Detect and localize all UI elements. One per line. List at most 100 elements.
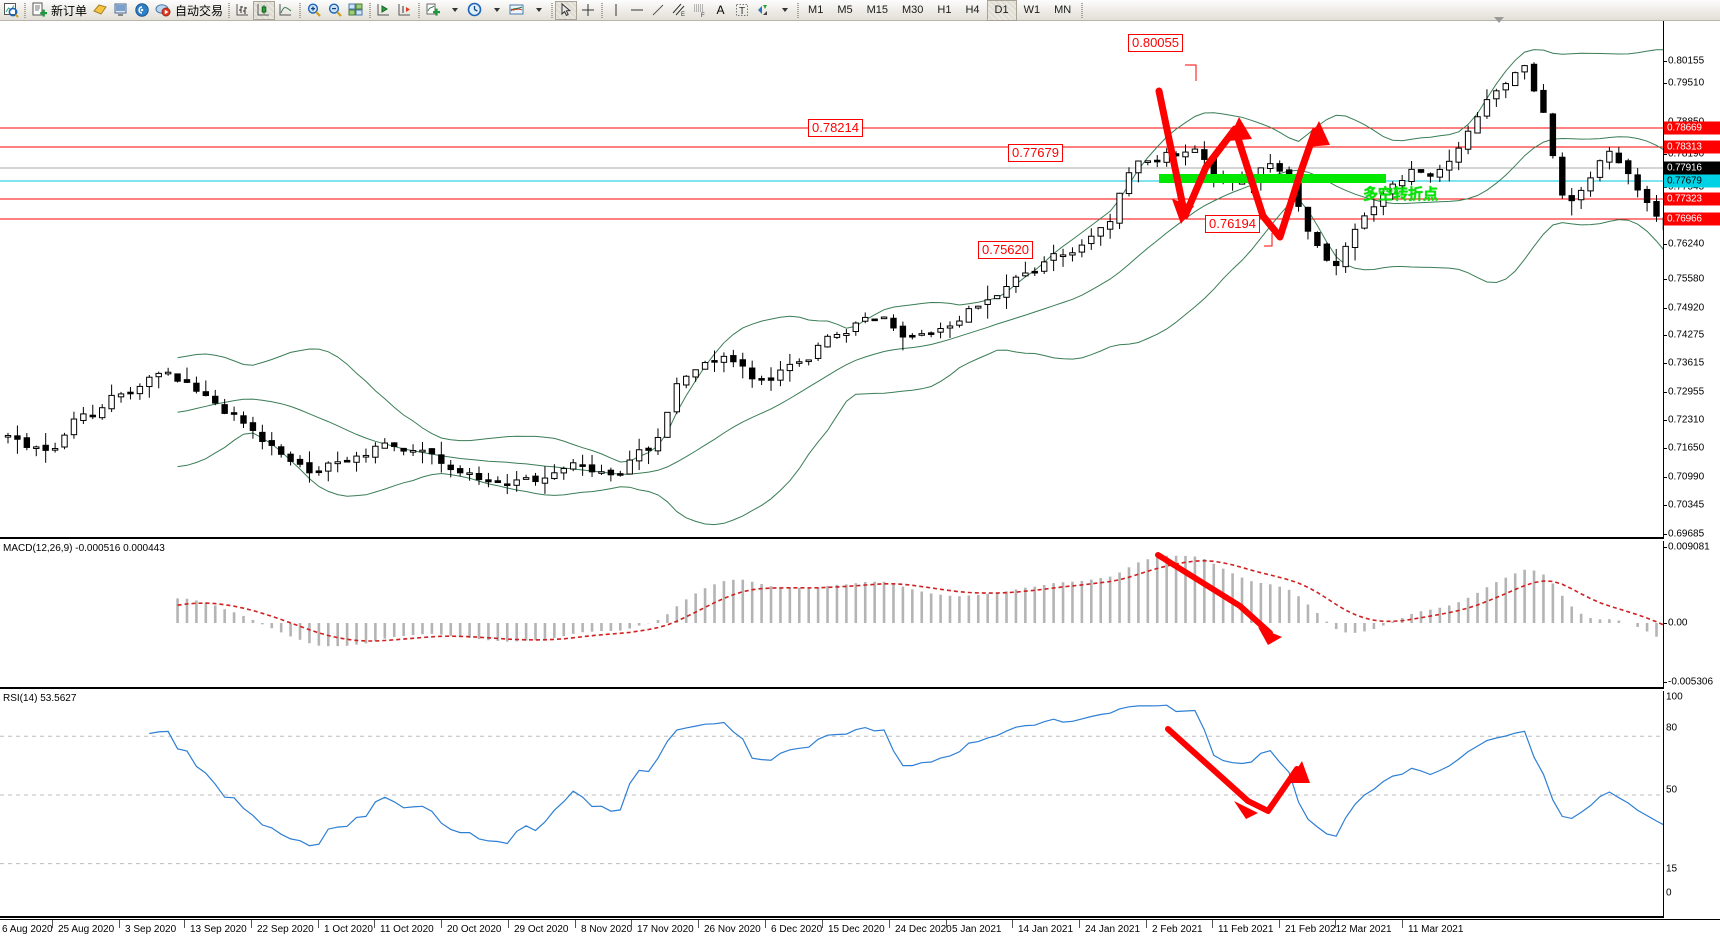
macd-histogram — [176, 555, 1658, 647]
line-chart-icon[interactable] — [275, 1, 296, 20]
timeframe-d1-button[interactable]: D1 — [986, 0, 1017, 21]
signals-icon[interactable] — [131, 1, 152, 20]
timeframe-m30-button[interactable]: M30 — [902, 4, 924, 16]
price-tick-label: 0.71650 — [1668, 442, 1705, 454]
indicators-icon[interactable] — [422, 1, 443, 20]
period-clock-icon[interactable] — [464, 1, 485, 20]
leader-080055 — [1185, 64, 1197, 81]
callout-080055[interactable]: 0.80055 — [1128, 34, 1183, 52]
auto-scroll-icon[interactable] — [394, 1, 415, 20]
trendline-icon[interactable] — [647, 1, 668, 20]
expert-advisors-icon[interactable] — [89, 1, 110, 20]
price-chart-canvas — [0, 49, 1663, 526]
metaeditor-icon[interactable] — [110, 1, 131, 20]
crosshair-zoom-icon[interactable] — [0, 1, 21, 20]
time-tick — [822, 920, 823, 928]
leader-076194 — [1264, 233, 1273, 247]
toolbar-separator-6 — [548, 2, 555, 19]
text-icon[interactable]: A — [716, 3, 725, 17]
rsi-tick-label: 50 — [1666, 784, 1678, 796]
macd-tick-label: -0.005306 — [1668, 676, 1714, 688]
price-tick-label: 0.69685 — [1668, 528, 1705, 540]
arrows-dropdown-icon[interactable] — [773, 1, 794, 20]
timeframe-mn-button[interactable]: MN — [1054, 4, 1072, 16]
timeframe-h4-button[interactable]: H4 — [965, 4, 980, 16]
macd-pane[interactable]: MACD(12,26,9) -0.000516 0.000443 — [0, 541, 1663, 689]
time-axis-label: 29 Oct 2020 — [514, 924, 569, 935]
rsi-tick-label: 80 — [1666, 722, 1678, 734]
period-dropdown-icon[interactable] — [485, 1, 506, 20]
time-tick — [441, 920, 442, 928]
timeframe-m5-button[interactable]: M5 — [837, 4, 853, 16]
new-order-label[interactable]: 新订单 — [51, 3, 88, 18]
price-tickmark — [1664, 505, 1667, 506]
cursor-icon[interactable] — [555, 0, 578, 20]
price-tick-label: 0.74920 — [1668, 302, 1705, 314]
price-tickmark — [1664, 83, 1667, 84]
rsi-line — [149, 704, 1663, 847]
templates-dropdown-icon[interactable] — [527, 1, 548, 20]
timeframe-m1-button[interactable]: M1 — [808, 4, 824, 16]
macd-signal-line — [177, 559, 1663, 642]
price-tag-078313: 0.78313 — [1664, 140, 1720, 154]
crosshair-icon[interactable] — [577, 1, 598, 20]
tile-windows-icon[interactable] — [345, 1, 366, 20]
bar-chart-icon[interactable] — [232, 1, 253, 20]
price-axis[interactable]: 0.801550.795100.788500.781900.775450.768… — [1663, 21, 1720, 540]
timeframe-w1-button[interactable]: W1 — [1023, 4, 1041, 16]
macd-forecast-arrow[interactable] — [1155, 552, 1273, 636]
callout-076194[interactable]: 0.76194 — [1205, 215, 1260, 233]
horizontal-line-icon[interactable] — [626, 1, 647, 20]
autotrading-label[interactable]: 自动交易 — [175, 3, 224, 18]
time-axis[interactable]: 6 Aug 2020 25 Aug 2020 3 Sep 2020 13 Sep 20… — [0, 919, 1720, 942]
price-tick-label: 0.72310 — [1668, 414, 1705, 426]
zoom-out-icon[interactable] — [324, 1, 345, 20]
toolbar-separator-5 — [415, 2, 422, 19]
text-label-icon[interactable]: T — [731, 1, 752, 20]
time-tick — [889, 920, 890, 928]
toolbar-separator-4 — [366, 2, 373, 19]
timeframe-h1-button[interactable]: H1 — [937, 4, 952, 16]
time-tick — [318, 920, 319, 928]
shift-end-icon[interactable] — [373, 1, 394, 20]
templates-icon[interactable] — [506, 1, 527, 20]
price-tickmark — [1664, 392, 1667, 393]
new-order-icon[interactable] — [28, 1, 49, 20]
callout-075620[interactable]: 0.75620 — [978, 241, 1033, 259]
fibonacci-icon[interactable]: F — [689, 1, 710, 20]
equidistant-channel-icon[interactable]: E — [668, 1, 689, 20]
time-tick — [374, 920, 375, 928]
forecast-arrow-up2 — [1306, 121, 1330, 147]
rsi-pane[interactable]: RSI(14) 53.5627 — [0, 691, 1663, 918]
time-tick — [1279, 920, 1280, 928]
callout-077679[interactable]: 0.77679 — [1008, 144, 1063, 162]
macd-label: MACD(12,26,9) -0.000516 0.000443 — [3, 543, 165, 554]
rsi-arrow-up — [1288, 761, 1310, 783]
svg-text:T: T — [739, 6, 745, 17]
macd-canvas — [176, 552, 1663, 647]
callout-078214[interactable]: 0.78214 — [808, 119, 863, 137]
time-axis-label: 2 Feb 2021 — [1152, 924, 1203, 935]
price-tickmark — [1664, 534, 1667, 535]
price-tick-label: 0.72955 — [1668, 386, 1705, 398]
zoom-in-icon[interactable] — [303, 1, 324, 20]
price-tick-label: 0.78190 — [1668, 148, 1705, 160]
autotrading-icon[interactable] — [152, 1, 173, 20]
time-tick — [631, 920, 632, 928]
indicators-dropdown-icon[interactable] — [443, 1, 464, 20]
vertical-line-icon[interactable] — [605, 1, 626, 20]
rsi-tick-label: 15 — [1666, 863, 1678, 875]
price-chart-pane[interactable] — [0, 21, 1663, 539]
candlestick-chart-icon[interactable] — [253, 0, 276, 20]
price-tick-label: 0.79510 — [1668, 77, 1705, 89]
time-tick — [52, 920, 53, 928]
rsi-forecast-zigzag[interactable] — [1165, 726, 1300, 814]
rsi-arrow-down — [1234, 801, 1258, 819]
time-tick — [184, 920, 185, 928]
timeframe-m15-button[interactable]: M15 — [866, 4, 888, 16]
turning-point-note[interactable]: 多空转折点 — [1363, 185, 1439, 203]
time-axis-label: 8 Nov 2020 — [581, 924, 633, 935]
arrows-icon[interactable] — [752, 1, 773, 20]
macd-arrow-head — [1258, 627, 1282, 645]
green-support-zone[interactable] — [1159, 174, 1386, 183]
